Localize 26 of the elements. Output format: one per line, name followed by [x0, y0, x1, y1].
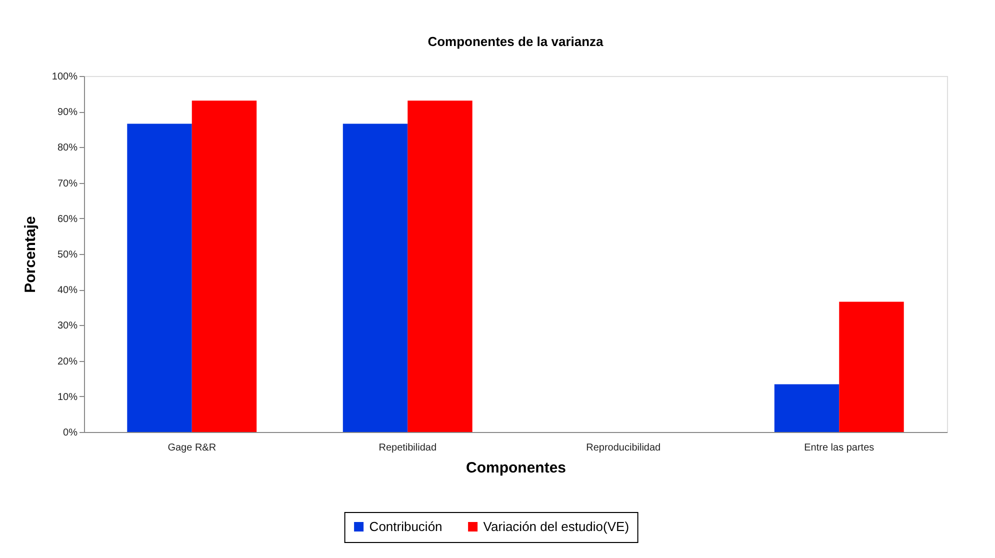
- bar: [192, 100, 257, 432]
- y-axis-title: Porcentaje: [22, 216, 39, 293]
- bar: [127, 124, 192, 432]
- y-tick-label: 0%: [63, 428, 78, 438]
- y-tick-label: 60%: [57, 214, 78, 225]
- bar: [839, 302, 904, 432]
- legend-label: Variación del estudio(VE): [483, 518, 630, 534]
- y-tick-label: 30%: [57, 320, 78, 332]
- y-tick-label: 90%: [57, 107, 78, 118]
- y-tick-label: 50%: [57, 250, 78, 260]
- x-tick-label: Gage R&R: [168, 442, 216, 454]
- y-tick-label: 100%: [52, 72, 78, 82]
- y-tick-label: 10%: [57, 392, 78, 403]
- chart-title: Componentes de la varianza: [428, 34, 604, 49]
- y-tick-label: 70%: [57, 178, 78, 190]
- bar: [774, 384, 840, 432]
- bar: [342, 124, 408, 432]
- y-tick-label: 40%: [57, 285, 78, 296]
- legend-label: Contribución: [369, 518, 442, 534]
- x-tick-label: Entre las partes: [804, 442, 874, 454]
- y-tick-label: 20%: [57, 356, 78, 368]
- x-axis-title: Componentes: [466, 460, 566, 476]
- x-tick-label: Reproducibilidad: [586, 442, 661, 454]
- y-tick-label: 80%: [57, 142, 78, 154]
- x-tick-label: Repetibilidad: [378, 442, 437, 454]
- bar: [408, 100, 472, 432]
